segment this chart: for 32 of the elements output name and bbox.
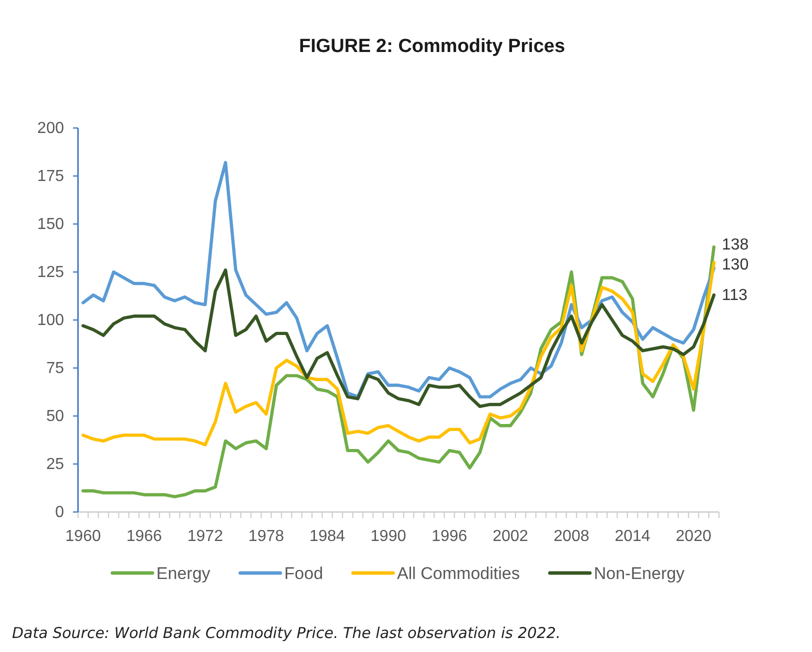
legend-label: Energy	[156, 564, 211, 582]
x-tick-label: 1990	[370, 528, 406, 545]
line-series	[81, 260, 716, 446]
x-tick-label: 1996	[432, 528, 468, 545]
x-tick-label: 1978	[248, 528, 284, 545]
x-tick-label: 2002	[492, 528, 528, 545]
source-note: Data Source: World Bank Commodity Price. The last observation is 2022.	[12, 624, 561, 642]
line-series	[81, 160, 716, 398]
y-tick-label: 0	[55, 504, 64, 520]
x-tick-label: 1966	[126, 528, 162, 545]
x-tick-label: 1984	[309, 528, 346, 545]
y-tick-label: 25	[46, 456, 64, 472]
legend-label: Non-Energy	[594, 564, 686, 582]
line-series	[81, 268, 716, 408]
data-label: 130	[722, 256, 749, 274]
data-label: 113	[722, 286, 748, 304]
y-tick-label: 75	[46, 360, 64, 376]
legend-label: All Commodities	[397, 564, 520, 582]
x-tick-label: 2008	[554, 528, 590, 545]
y-tick-label: 125	[37, 264, 64, 280]
y-tick-label: 175	[37, 168, 64, 184]
x-tick-label: 2020	[676, 528, 712, 545]
y-tick-label: 150	[37, 216, 64, 232]
data-label: 138	[722, 236, 749, 254]
x-tick-label: 1960	[65, 528, 101, 545]
chart-title: FIGURE 2: Commodity Prices	[298, 36, 566, 57]
y-tick-label: 100	[37, 312, 64, 328]
y-tick-label: 50	[46, 408, 64, 424]
x-tick-label: 1972	[187, 528, 224, 545]
x-tick-label: 2014	[614, 528, 650, 545]
legend-label: Food	[284, 564, 324, 582]
y-tick-label: 200	[37, 120, 64, 136]
